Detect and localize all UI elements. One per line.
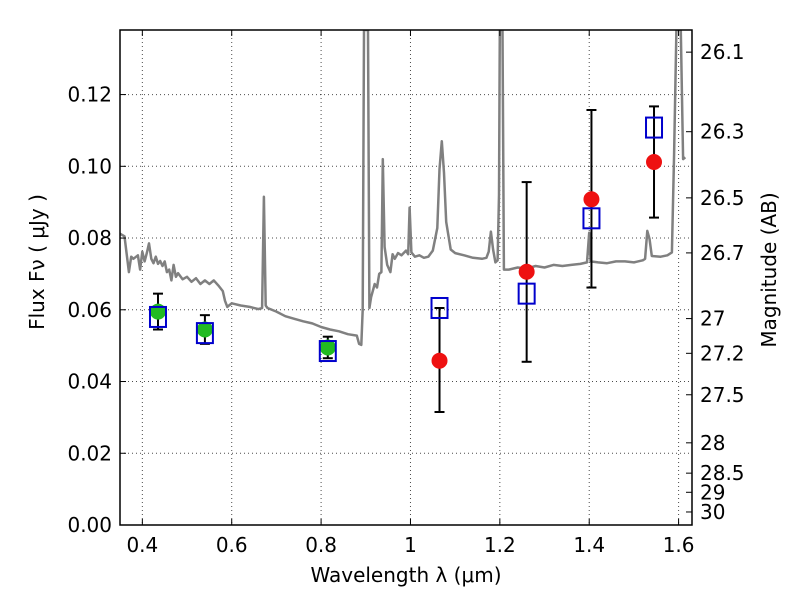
data-point <box>518 263 535 280</box>
y2-tick-label: 27.2 <box>700 341 745 365</box>
y2-tick-label: 30 <box>700 500 725 524</box>
y2-axis-label: Magnitude (AB) <box>757 192 781 347</box>
y-tick-label: 0.08 <box>67 226 112 250</box>
model-spectrum <box>120 30 687 347</box>
model-point <box>517 282 536 305</box>
x-tick-label: 0.6 <box>216 533 248 557</box>
spectrum-line <box>120 30 687 347</box>
y-tick-label: 0.06 <box>67 298 112 322</box>
y-tick-label: 0.02 <box>67 441 112 465</box>
y-tick-label: 0.04 <box>67 370 112 394</box>
y-tick-label: 0.00 <box>67 513 112 537</box>
y2-tick-label: 28.5 <box>700 461 745 485</box>
data-point <box>431 352 448 369</box>
model-point <box>430 296 449 319</box>
plot-frame <box>119 29 693 526</box>
y2-tick-label: 29 <box>700 480 725 504</box>
data-point <box>646 154 663 170</box>
model-point <box>318 340 337 363</box>
data-markers <box>148 116 664 369</box>
y2-tick-label: 28 <box>700 431 725 455</box>
data-point <box>196 321 213 338</box>
x-axis-label: Wavelength λ (μm) <box>310 563 501 587</box>
x-tick-label: 1.4 <box>573 533 605 557</box>
y2-tick-label: 27.5 <box>700 383 745 407</box>
x-tick-label: 1 <box>404 533 417 557</box>
y-tick-label: 0.10 <box>67 154 112 178</box>
y2-tick-label: 26.7 <box>700 241 745 265</box>
y2-tick-label: 26.5 <box>700 186 745 210</box>
y2-tick-label: 27 <box>700 307 725 331</box>
grid <box>120 30 692 525</box>
model-point <box>582 207 601 230</box>
y2-tick-label: 26.3 <box>700 120 745 144</box>
y2-tick-label: 26.1 <box>700 40 745 64</box>
model-point <box>645 116 664 139</box>
x-tick-label: 0.4 <box>126 533 158 557</box>
x-tick-label: 1.6 <box>663 533 695 557</box>
error-bars <box>152 105 660 414</box>
data-point <box>319 339 336 356</box>
y-axis-label: Flux Fν ( μJy ) <box>25 194 49 330</box>
data-point <box>583 191 600 208</box>
y-axis-ticks: 0.00 0.02 0.04 0.06 0.08 0.10 0.12 <box>67 83 126 537</box>
x-axis-ticks: 0.4 0.6 0.8 1 1.2 1.4 1.6 <box>126 30 695 557</box>
model-point <box>195 322 214 345</box>
x-tick-label: 0.8 <box>305 533 337 557</box>
model-point <box>148 305 167 328</box>
x-tick-label: 1.2 <box>484 533 516 557</box>
y-tick-label: 0.12 <box>67 83 112 107</box>
